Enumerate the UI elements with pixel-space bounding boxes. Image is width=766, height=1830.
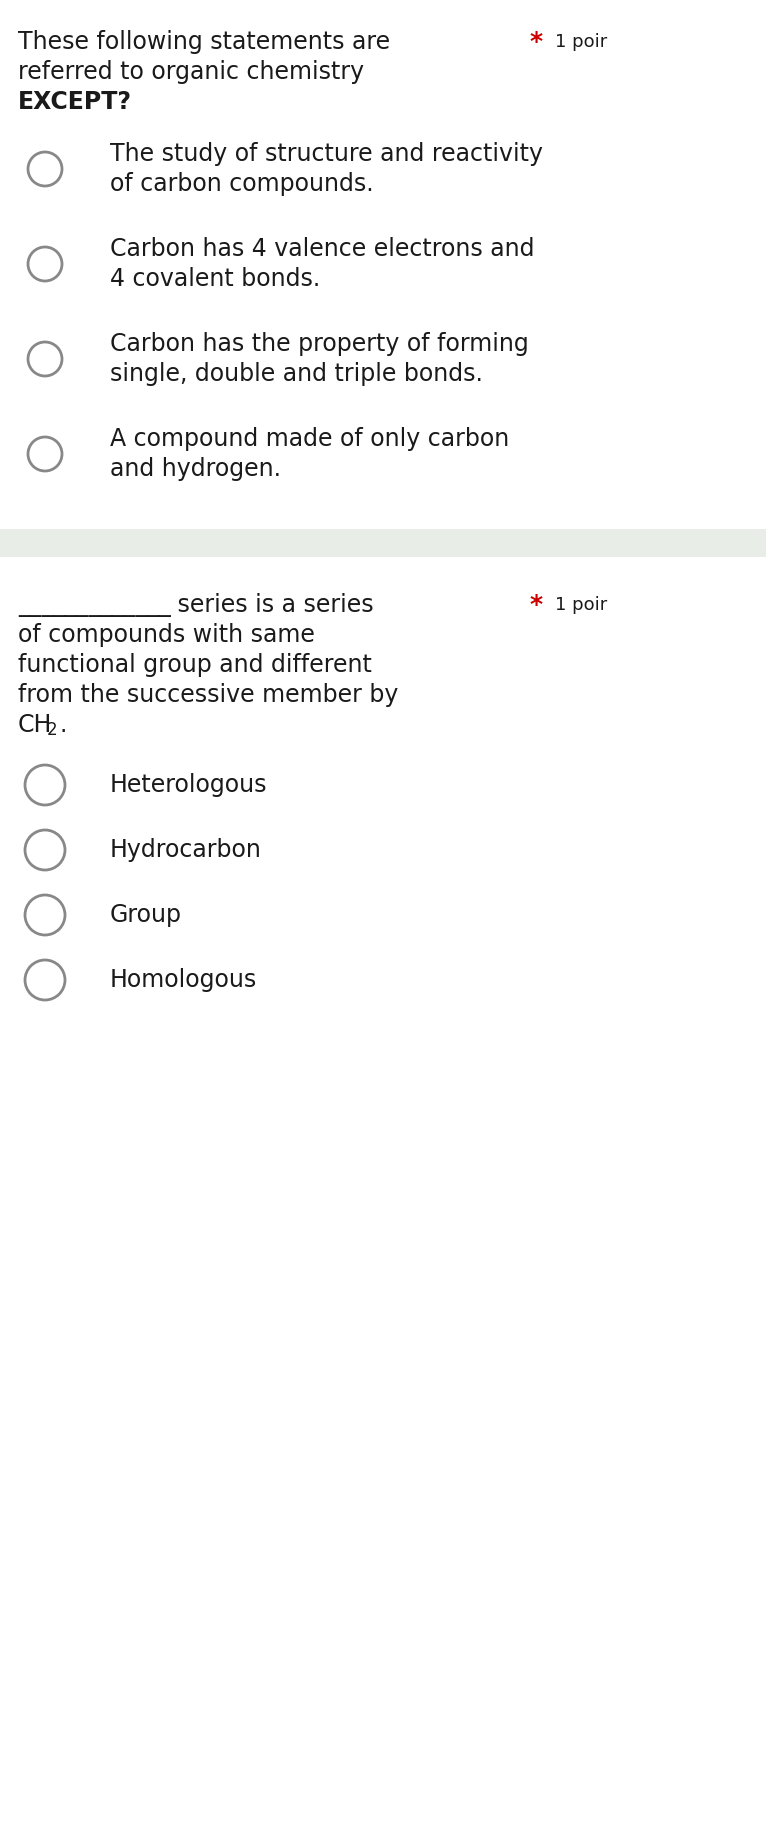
Text: series is a series: series is a series [170,593,374,617]
Text: .: . [59,712,67,737]
Text: from the successive member by: from the successive member by [18,683,398,706]
Text: Homologous: Homologous [110,968,257,992]
Text: 1 poir: 1 poir [555,33,607,51]
Text: The study of structure and reactivity: The study of structure and reactivity [110,143,543,167]
Text: of carbon compounds.: of carbon compounds. [110,172,374,196]
Text: 4 covalent bonds.: 4 covalent bonds. [110,267,320,291]
Text: _____________: _____________ [18,593,171,617]
Text: A compound made of only carbon: A compound made of only carbon [110,426,509,450]
Text: CH: CH [18,712,52,737]
Text: These following statements are: These following statements are [18,29,390,53]
Text: 1 poir: 1 poir [555,597,607,613]
Text: Carbon has the property of forming: Carbon has the property of forming [110,331,529,355]
Text: Group: Group [110,902,182,926]
Text: Hydrocarbon: Hydrocarbon [110,838,262,862]
Text: and hydrogen.: and hydrogen. [110,458,281,481]
Text: *: * [530,593,543,617]
Bar [0,529,766,558]
Text: 2: 2 [47,721,57,739]
Text: EXCEPT?: EXCEPT? [18,90,132,113]
Text: functional group and different: functional group and different [18,653,372,677]
Text: Carbon has 4 valence electrons and: Carbon has 4 valence electrons and [110,236,535,262]
Text: single, double and triple bonds.: single, double and triple bonds. [110,362,483,386]
Text: *: * [530,29,543,53]
Text: Heterologous: Heterologous [110,772,267,796]
Text: of compounds with same: of compounds with same [18,622,315,646]
Text: referred to organic chemistry: referred to organic chemistry [18,60,364,84]
